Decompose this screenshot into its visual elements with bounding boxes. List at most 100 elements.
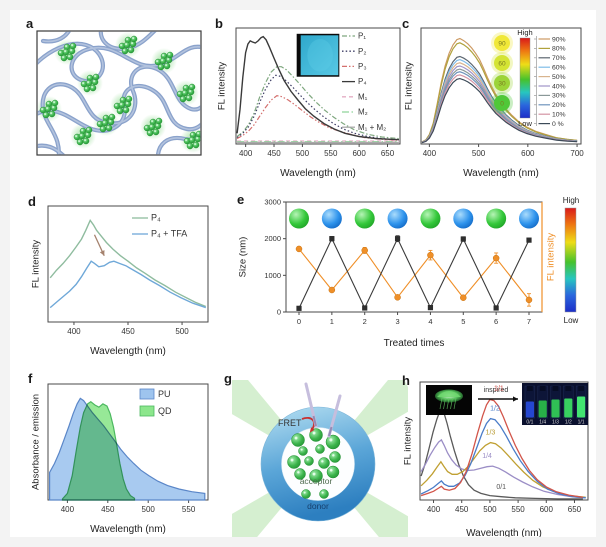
panel-e-colorbar: High Low: [563, 196, 579, 325]
qd-dot: [192, 141, 200, 149]
panel-label-a: a: [26, 16, 34, 31]
x-tick-label: 600: [540, 505, 554, 514]
x-tick-label: 650: [381, 149, 395, 158]
series-P₁: [236, 66, 399, 140]
colorbar: [519, 37, 531, 119]
legend-label: PU: [158, 389, 171, 399]
qd-dot: [188, 136, 196, 144]
x-tick-label: 4: [428, 317, 432, 326]
plot-border: [47, 205, 209, 323]
qd-dot: [157, 63, 165, 71]
fl-marker: [361, 247, 368, 254]
size-marker: [296, 305, 302, 311]
qd-dot: [108, 113, 116, 121]
panel-f-ylabel: Absorbance / emission: [30, 393, 42, 491]
fl-marker: [427, 251, 434, 259]
qd-dot: [163, 62, 171, 70]
size-marker: [329, 236, 335, 242]
x-tick-label: 400: [67, 327, 81, 336]
size-marker: [460, 236, 466, 242]
qd-dot: [123, 41, 131, 49]
film-state-circle-green: [420, 208, 441, 229]
inspired-label: inspired: [484, 387, 509, 394]
panel-label-e: e: [237, 192, 245, 207]
legend-swatch: [139, 405, 155, 417]
x-tick-label: 550: [324, 149, 338, 158]
x-tick-label: 600: [352, 149, 366, 158]
x-tick-label: 6: [494, 317, 498, 326]
y-tick-label: 3000: [264, 198, 281, 207]
qd-dot: [69, 42, 77, 50]
colorbar-high-label: High: [517, 28, 532, 37]
sample-dot: [494, 35, 510, 51]
film-state-circle-blue: [453, 208, 474, 229]
panel-label-g: g: [224, 371, 232, 386]
series-0 %: [421, 77, 578, 144]
qd-dot: [118, 101, 126, 109]
qd-dot: [66, 53, 74, 61]
qd-dot: [130, 35, 138, 43]
inset-photo-cyan-film: [300, 35, 339, 76]
qd-dot: [62, 48, 70, 56]
panel-label-f: f: [28, 371, 33, 386]
x-tick-label: 500: [483, 505, 497, 514]
qd-dot: [166, 51, 174, 59]
qd-dot: [105, 124, 113, 132]
x-tick-label: 400: [239, 149, 253, 158]
qd-dot: [101, 119, 109, 127]
panel-c-xlabel: Wavelength (nm): [463, 168, 539, 179]
legend-label: P₃: [358, 62, 367, 71]
qd-dot: [181, 89, 189, 97]
series-80%: [421, 42, 578, 143]
legend-label: 30%: [552, 93, 566, 100]
size-marker: [526, 237, 532, 243]
qd-dot: [99, 125, 107, 133]
film-state-circle-blue: [387, 208, 408, 229]
panel-f-chart: 400 450 500 550 PU QD: [47, 383, 209, 514]
film-state-circle-green: [354, 208, 375, 229]
panel-a-network-schematic: [36, 30, 202, 156]
colorbar-low-label: Low: [564, 316, 579, 325]
x-tick-label: 450: [121, 327, 135, 336]
panel-f-xlabel: Wavelength (nm): [90, 524, 166, 535]
fl-marker: [394, 294, 401, 301]
legend-label: QD: [158, 406, 172, 416]
qd-dot: [51, 99, 59, 107]
x-tick-label: 1: [330, 317, 334, 326]
legend-label: 40%: [552, 83, 566, 90]
legend-label: M₂: [358, 108, 368, 117]
panel-h-xlabel: Wavelength (nm): [466, 528, 542, 539]
vial-liquid: [538, 400, 547, 418]
acceptor-dot: [301, 489, 311, 499]
donor-label: donor: [307, 501, 329, 511]
legend-label: 10%: [552, 112, 566, 119]
qd-dot: [78, 132, 86, 140]
acceptor-dots: [287, 428, 341, 499]
x-tick-label: 400: [61, 505, 75, 514]
qd-dot: [179, 95, 187, 103]
series-P₄ + TFA: [49, 260, 207, 309]
series-Size: [298, 237, 530, 310]
x-tick-label: 3: [395, 317, 399, 326]
vial-liquid: [577, 396, 586, 418]
legend-label: 60%: [552, 65, 566, 72]
qd-dot: [83, 85, 91, 93]
curve-annotation: 1/4: [482, 453, 492, 460]
y-tick-label: 0: [277, 308, 281, 317]
panel-g-fret-diagram: FRET acceptor donor: [232, 380, 408, 547]
panel-e-xlabel: Treated times: [383, 338, 445, 349]
panel-b-ylabel: FL intensity: [216, 61, 228, 111]
film-state-circle-green: [289, 208, 309, 229]
panel-h-chart: 400 450 500 550 600 650 inspired 0/1 1/4 1/3 1/2 1/…: [419, 381, 589, 514]
vial-liquid: [551, 399, 560, 418]
sample-dot: [494, 55, 510, 71]
qd-dot: [42, 111, 50, 119]
x-tick-label: 450: [267, 149, 281, 158]
series-FL intensity: [298, 248, 530, 301]
fret-arrowhead: [309, 427, 315, 433]
panel-b-chart: 400 450 500 550 600 650 P₁ P₂ P₃ P₄ M₁ M₂ M₁ + M₂: [235, 27, 401, 158]
panel-c-ylabel: FL intensity: [403, 61, 415, 111]
acceptor-dot: [309, 469, 323, 483]
acceptor-dot: [318, 457, 330, 469]
